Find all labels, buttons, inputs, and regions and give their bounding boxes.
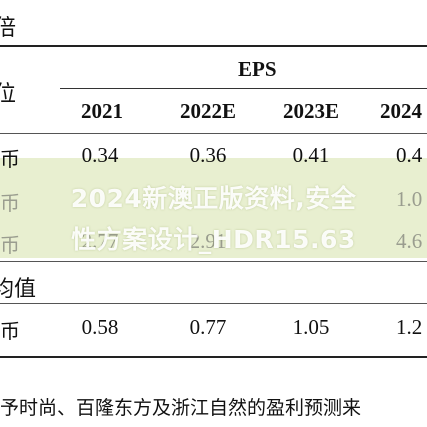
table-cell: 2.77	[81, 229, 119, 253]
average-cell: 1.05	[292, 315, 330, 339]
table-cell: 0.41	[292, 143, 330, 167]
table-row-unit: 民币	[0, 233, 20, 257]
average-label: 均值	[0, 277, 37, 302]
table-row-unit: 民币	[0, 147, 20, 171]
year-2022e-header: 2022E	[179, 99, 236, 123]
table-cell: 0.4	[396, 143, 423, 167]
watermark-line-1: 2024新澳正版资料,安全	[70, 184, 357, 213]
top-rule	[0, 45, 427, 47]
year-2021-header: 2021	[81, 99, 123, 123]
bottom-rule	[0, 356, 427, 358]
table-cell: 0.36	[189, 143, 227, 167]
top-label: 倍	[0, 16, 17, 41]
table-cell: 0.34	[81, 143, 119, 167]
footnote-text: 予时尚、百隆东方及浙江自然的盈利预测来	[0, 397, 362, 419]
average-cell: 1.2	[396, 315, 423, 339]
eps-header: EPS	[238, 57, 277, 81]
header-rule	[0, 133, 427, 134]
average-rule	[0, 303, 427, 304]
year-2023e-header: 2023E	[282, 99, 339, 123]
average-cell: 0.58	[81, 315, 119, 339]
table-cell: 4.6	[396, 229, 423, 253]
watermark-line-2: 性方案设计_HDR15.63	[71, 225, 356, 254]
section-rule	[0, 261, 427, 262]
unit-column-header: 位	[0, 82, 17, 107]
table-cell: 2.91	[189, 229, 227, 253]
average-cell: 0.77	[189, 315, 227, 339]
eps-underline	[60, 88, 427, 89]
year-2024-header: 2024	[380, 99, 422, 123]
table-row-unit: 民币	[0, 191, 20, 215]
average-unit: 民币	[0, 319, 20, 343]
watermark-band	[0, 158, 427, 258]
table-cell: 1.0	[396, 187, 423, 211]
